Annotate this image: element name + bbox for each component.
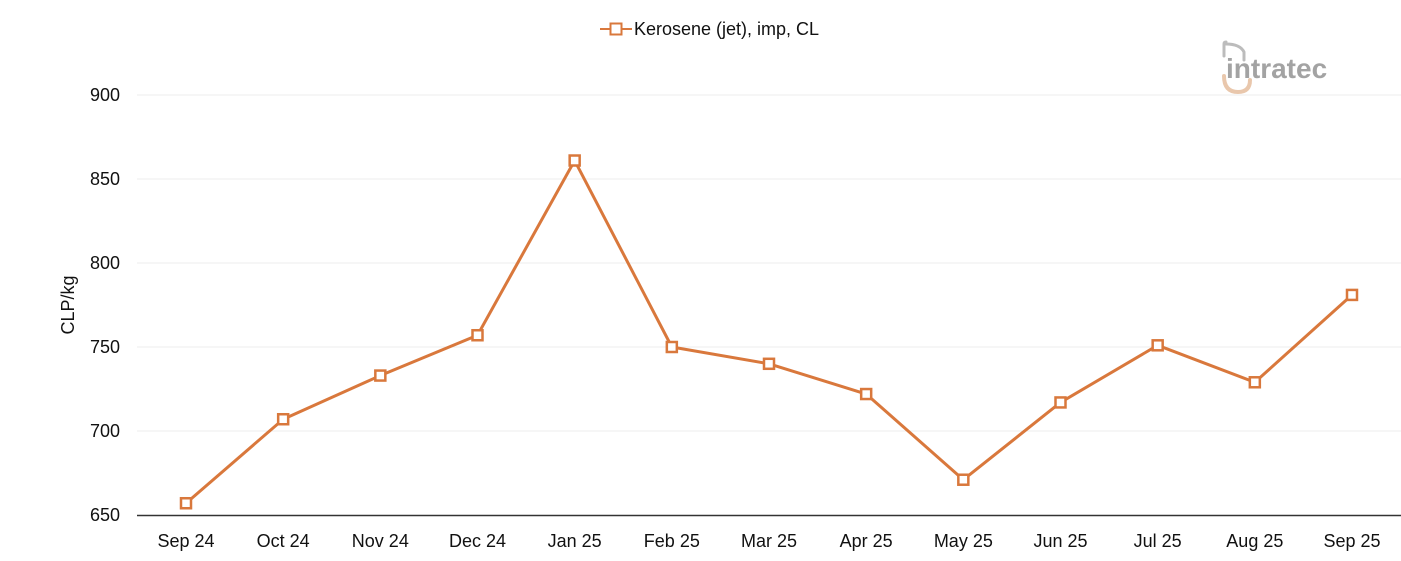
- x-tick-label-6: Mar 25: [741, 531, 797, 551]
- data-point-3[interactable]: [471, 328, 484, 342]
- y-tick-label-800: 800: [90, 253, 120, 273]
- intratec-logo-icon: [1222, 40, 1252, 95]
- grid-lines: [137, 94, 1401, 432]
- x-tick-label-0: Sep 24: [157, 531, 214, 551]
- x-tick-label-8: May 25: [934, 531, 993, 551]
- y-tick-label-900: 900: [90, 85, 120, 105]
- legend-marker-swatch: [609, 22, 623, 36]
- x-tick-label-3: Dec 24: [449, 531, 506, 551]
- x-tick-label-9: Jun 25: [1033, 531, 1087, 551]
- x-tick-labels: Sep 24 Oct 24 Nov 24 Dec 24 Jan 25 Feb 25 Mar …: [157, 531, 1380, 551]
- legend: Kerosene (jet), imp, CL: [600, 19, 819, 39]
- data-point-10[interactable]: [1151, 339, 1164, 352]
- data-point-8[interactable]: [957, 473, 970, 486]
- x-tick-label-5: Feb 25: [644, 531, 700, 551]
- x-tick-label-4: Jan 25: [548, 531, 602, 551]
- x-tick-label-2: Nov 24: [352, 531, 409, 551]
- watermark-text: intratec: [1226, 53, 1327, 84]
- y-tick-label-700: 700: [90, 421, 120, 441]
- x-tick-label-7: Apr 25: [840, 531, 893, 551]
- y-tick-label-650: 650: [90, 505, 120, 525]
- data-point-9[interactable]: [1054, 396, 1067, 409]
- y-tick-label-850: 850: [90, 169, 120, 189]
- data-point-2[interactable]: [374, 369, 387, 382]
- y-axis-title: CLP/kg: [58, 275, 78, 334]
- data-point-11[interactable]: [1248, 376, 1262, 389]
- data-point-4[interactable]: [568, 154, 581, 167]
- data-point-5[interactable]: [665, 340, 679, 354]
- x-tick-label-12: Sep 25: [1323, 531, 1380, 551]
- series-markers: [179, 154, 1359, 510]
- x-tick-label-1: Oct 24: [257, 531, 310, 551]
- data-point-0[interactable]: [179, 496, 193, 510]
- data-point-1[interactable]: [276, 412, 290, 426]
- y-tick-label-750: 750: [90, 337, 120, 357]
- legend-item[interactable]: Kerosene (jet), imp, CL: [600, 19, 819, 39]
- data-point-6[interactable]: [762, 357, 776, 371]
- series-line-kerosene: [185, 159, 1354, 505]
- watermark-logo: intratec: [1222, 40, 1327, 95]
- y-tick-labels: 650 700 750 800 850 900: [90, 85, 120, 525]
- data-point-12[interactable]: [1345, 288, 1359, 302]
- x-tick-label-10: Jul 25: [1134, 531, 1182, 551]
- x-tick-label-11: Aug 25: [1226, 531, 1283, 551]
- data-point-7[interactable]: [859, 387, 873, 401]
- series-lines: [185, 159, 1354, 505]
- legend-label: Kerosene (jet), imp, CL: [634, 19, 819, 39]
